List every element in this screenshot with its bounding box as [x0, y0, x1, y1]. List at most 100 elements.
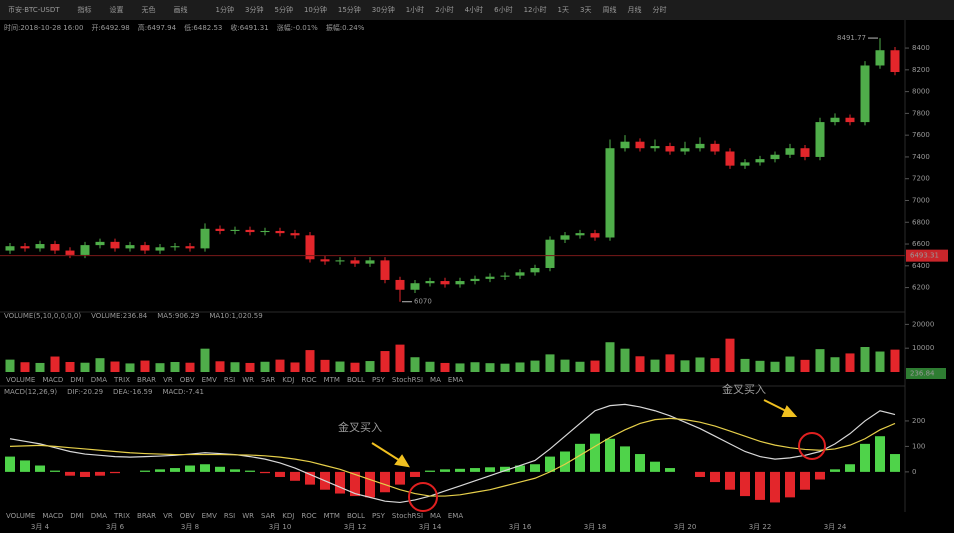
macd-bar: [860, 443, 870, 472]
indicator-tab[interactable]: EMA: [448, 376, 463, 384]
indicator-tab[interactable]: MACD: [42, 376, 63, 384]
volume-bar: [665, 354, 675, 372]
indicator-tab[interactable]: ROC: [301, 512, 316, 520]
indicator-tab[interactable]: ROC: [301, 376, 316, 384]
y-tick-label: 7000: [912, 196, 930, 204]
indicator-tab[interactable]: MA: [430, 512, 441, 520]
macd-bar: [830, 469, 840, 472]
indicator-tab[interactable]: StochRSI: [392, 376, 423, 384]
volume-bar: [215, 361, 225, 372]
macd-bar: [380, 471, 390, 493]
indicator-tab[interactable]: PSY: [372, 512, 386, 520]
macd-bar: [815, 471, 825, 480]
toolbar-button[interactable]: 画线: [174, 5, 188, 14]
volume-bar: [575, 361, 585, 372]
y-tick-label: 0: [912, 468, 916, 476]
indicator-tab[interactable]: DMI: [70, 376, 84, 384]
macd-bar: [215, 466, 225, 472]
volume-bar: [710, 358, 720, 372]
indicator-tab[interactable]: MACD: [42, 512, 63, 520]
indicator-tab[interactable]: SAR: [261, 512, 275, 520]
candle-body: [320, 259, 330, 262]
indicator-tab[interactable]: VR: [163, 376, 173, 384]
indicator-info: DEA:-16.59: [113, 388, 152, 396]
x-tick-label: 3月 14: [419, 523, 442, 531]
indicator-tab[interactable]: BRAR: [137, 512, 156, 520]
indicator-tab[interactable]: DMI: [70, 512, 84, 520]
indicator-tab[interactable]: TRIX: [113, 512, 130, 520]
indicator-tab[interactable]: DMA: [91, 376, 107, 384]
macd-bar: [755, 471, 765, 500]
volume-bar: [740, 358, 750, 372]
indicator-tab[interactable]: StochRSI: [392, 512, 423, 520]
interval-button[interactable]: 4小时: [465, 5, 483, 14]
volume-bar: [35, 362, 45, 372]
interval-button[interactable]: 5分钟: [274, 5, 292, 14]
interval-button[interactable]: 6小时: [494, 5, 512, 14]
indicator-tab[interactable]: OBV: [180, 512, 195, 520]
indicator-tab[interactable]: PSY: [372, 376, 386, 384]
indicator-info: MA5:906.29: [157, 312, 199, 320]
interval-button[interactable]: 15分钟: [338, 5, 361, 14]
indicator-tab[interactable]: EMV: [202, 376, 217, 384]
interval-button[interactable]: 3分钟: [245, 5, 263, 14]
y-tick-label: 7400: [912, 153, 930, 161]
interval-button[interactable]: 2小时: [435, 5, 453, 14]
indicator-tab[interactable]: BRAR: [137, 376, 156, 384]
indicator-tab[interactable]: TRIX: [113, 376, 130, 384]
indicator-tab[interactable]: VR: [163, 512, 173, 520]
indicator-tab[interactable]: BOLL: [347, 512, 365, 520]
interval-button[interactable]: 分时: [652, 5, 666, 14]
indicator-tab[interactable]: KDJ: [282, 376, 294, 384]
toolbar-button[interactable]: 指标: [78, 5, 92, 14]
indicator-tab[interactable]: RSI: [224, 376, 235, 384]
macd-bar: [395, 471, 405, 485]
indicator-info: DIF:-20.29: [67, 388, 103, 396]
interval-button[interactable]: 1分钟: [216, 5, 234, 14]
macd-bar: [245, 470, 255, 472]
indicator-tab[interactable]: KDJ: [282, 512, 294, 520]
interval-button[interactable]: 10分钟: [304, 5, 327, 14]
indicator-tab[interactable]: MTM: [324, 512, 340, 520]
ohlc-info: 开:6492.98: [91, 24, 129, 32]
candle-body: [455, 281, 465, 285]
candle-body: [590, 233, 600, 238]
candle-body: [830, 117, 840, 123]
toolbar-button[interactable]: 无色: [142, 5, 156, 14]
x-tick-label: 3月 12: [344, 523, 367, 531]
indicator-tab[interactable]: OBV: [180, 376, 195, 384]
volume-bar: [815, 349, 825, 372]
macd-bar: [155, 469, 165, 472]
x-tick-label: 3月 6: [106, 523, 125, 531]
indicator-tab[interactable]: SAR: [261, 376, 275, 384]
macd-bar: [5, 456, 15, 472]
symbol-selector[interactable]: 币安·BTC-USDT: [8, 5, 60, 14]
indicator-tab[interactable]: DMA: [91, 512, 107, 520]
macd-bar: [485, 467, 495, 472]
candle-body: [65, 250, 75, 255]
interval-button[interactable]: 30分钟: [372, 5, 395, 14]
indicator-tab[interactable]: WR: [242, 376, 254, 384]
interval-button[interactable]: 12小时: [524, 5, 547, 14]
interval-button[interactable]: 周线: [602, 5, 616, 14]
indicator-tab[interactable]: EMA: [448, 512, 463, 520]
indicator-tab[interactable]: RSI: [224, 512, 235, 520]
volume-bar: [185, 362, 195, 372]
macd-bar: [800, 471, 810, 490]
indicator-tab[interactable]: MA: [430, 376, 441, 384]
indicator-tab[interactable]: EMV: [202, 512, 217, 520]
indicator-tab[interactable]: VOLUME: [6, 376, 35, 384]
interval-button[interactable]: 1小时: [406, 5, 424, 14]
volume-bar: [830, 357, 840, 372]
interval-button[interactable]: 3天: [580, 6, 591, 14]
toolbar-button[interactable]: 设置: [110, 5, 124, 14]
indicator-tab[interactable]: BOLL: [347, 376, 365, 384]
indicator-tab[interactable]: WR: [242, 512, 254, 520]
macd-bar: [770, 471, 780, 503]
interval-button[interactable]: 1天: [558, 6, 569, 14]
macd-bar: [560, 451, 570, 472]
macd-bar: [515, 465, 525, 472]
indicator-tab[interactable]: MTM: [324, 376, 340, 384]
interval-button[interactable]: 月线: [627, 5, 641, 14]
indicator-tab[interactable]: VOLUME: [6, 512, 35, 520]
